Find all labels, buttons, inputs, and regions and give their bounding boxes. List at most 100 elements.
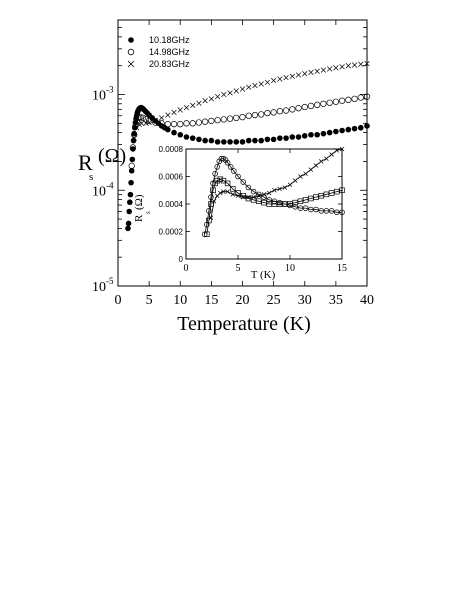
- inset-point-series-0: [208, 194, 214, 200]
- main-point-series-0: [320, 130, 327, 137]
- inset-point-series-1: [323, 191, 330, 198]
- main-point-series-2: [183, 104, 190, 111]
- main-point-series-0: [314, 131, 321, 138]
- main-point-series-1: [338, 97, 346, 104]
- legend-marker-21ghz: [127, 60, 135, 68]
- main-point-series-1: [363, 93, 371, 100]
- main-point-series-0: [126, 208, 133, 215]
- inset-x-axis-label: T (K): [251, 269, 276, 281]
- inset-point-series-1: [334, 188, 340, 195]
- inset-point-series-2: [246, 194, 251, 200]
- main-point-series-1: [139, 114, 147, 122]
- main-point-series-1: [239, 114, 246, 121]
- main-point-series-2: [295, 72, 302, 78]
- inset-point-series-2: [240, 194, 246, 200]
- inset-point-series-0: [250, 188, 257, 195]
- main-x-tick-label: 10: [173, 293, 187, 308]
- main-point-series-0: [289, 134, 296, 140]
- inset-x-tick-label: 10: [285, 263, 295, 274]
- main-y-label-sub: s: [89, 171, 93, 183]
- inset-point-series-0: [313, 206, 319, 213]
- main-point-series-1: [332, 98, 340, 105]
- inset-point-series-0: [318, 208, 324, 214]
- main-point-series-2: [239, 86, 246, 92]
- main-point-series-1: [314, 101, 321, 108]
- main-point-series-2: [358, 61, 364, 67]
- inset-point-series-1: [297, 198, 304, 205]
- main-point-series-1: [129, 144, 137, 151]
- main-point-series-0: [308, 131, 314, 138]
- inset-point-series-1: [266, 201, 272, 207]
- main-point-series-0: [129, 156, 136, 163]
- inset-x-tick-label: 15: [337, 263, 347, 274]
- main-y-label-main: R: [78, 150, 93, 175]
- legend-label-15ghz: 14.98GHz: [149, 47, 190, 57]
- main-point-series-2: [227, 90, 233, 96]
- main-point-series-0: [277, 135, 283, 141]
- main-y-tick-label: 10: [92, 184, 106, 199]
- main-point-series-1: [183, 120, 190, 127]
- main-point-series-0: [214, 139, 221, 145]
- main-point-series-1: [137, 114, 144, 121]
- main-point-series-1: [295, 105, 302, 112]
- main-point-series-1: [128, 162, 135, 169]
- main-point-series-1: [326, 99, 333, 106]
- main-point-series-2: [264, 79, 271, 85]
- main-point-series-1: [226, 115, 234, 122]
- main-point-series-1: [289, 106, 296, 113]
- inset-point-series-1: [328, 190, 335, 196]
- main-point-series-2: [208, 96, 215, 102]
- main-point-series-0: [301, 133, 308, 139]
- main-x-tick-label: 20: [236, 293, 250, 308]
- main-point-series-1: [245, 112, 252, 119]
- inset-point-series-2: [272, 188, 277, 193]
- main-point-series-1: [276, 108, 284, 115]
- inset-y-tick-label: 0.0006: [159, 173, 184, 182]
- main-y-tick-exponent: -3: [106, 85, 114, 95]
- main-point-series-2: [345, 63, 351, 69]
- main-point-series-1: [164, 121, 171, 128]
- main-point-series-0: [177, 131, 184, 138]
- inset-axes: 0 5 10 15 0 0.0002 0.0004 0.0006 0.0008: [159, 145, 347, 274]
- main-point-series-1: [131, 131, 138, 138]
- inset-point-series-0: [214, 164, 220, 170]
- main-x-axis-label: Temperature (K): [177, 313, 311, 335]
- main-point-series-2: [131, 135, 137, 141]
- legend-marker-15ghz: [127, 48, 135, 56]
- main-point-series-2: [146, 119, 152, 126]
- inset-y-tick-label: 0.0008: [159, 145, 184, 154]
- main-point-series-1: [264, 109, 271, 117]
- inset-point-series-2: [313, 163, 319, 168]
- inset-point-series-2: [339, 146, 345, 152]
- main-point-series-2: [152, 117, 158, 123]
- main-point-series-2: [339, 64, 345, 70]
- main-point-series-1: [201, 118, 209, 125]
- inset-point-series-1: [217, 176, 224, 183]
- inset-point-series-1: [313, 194, 319, 200]
- inset-y-tick-label: 0.0004: [159, 200, 184, 209]
- main-point-series-2: [190, 102, 196, 109]
- inset-y-tick-label: 0: [179, 255, 184, 264]
- inset-point-series-2: [266, 190, 272, 196]
- main-point-series-0: [252, 137, 258, 144]
- inset-point-series-2: [324, 156, 329, 161]
- inset-point-series-2: [277, 186, 282, 192]
- inset-point-series-0: [302, 205, 309, 211]
- main-point-series-0: [202, 137, 208, 144]
- main-point-series-2: [320, 67, 327, 73]
- main-point-series-2: [143, 120, 149, 126]
- main-point-series-1: [307, 102, 315, 110]
- main-point-series-2: [258, 81, 264, 87]
- main-point-series-0: [196, 136, 202, 143]
- main-point-series-0: [128, 179, 134, 186]
- main-point-series-0: [283, 135, 289, 141]
- inset-point-series-0: [245, 184, 252, 191]
- inset-point-series-0: [334, 209, 340, 216]
- inset-x-tick-label: 0: [184, 263, 189, 274]
- main-point-series-1: [177, 121, 184, 128]
- main-point-series-2: [233, 88, 239, 94]
- inset-point-series-1: [206, 217, 212, 224]
- main-point-series-1: [158, 120, 165, 127]
